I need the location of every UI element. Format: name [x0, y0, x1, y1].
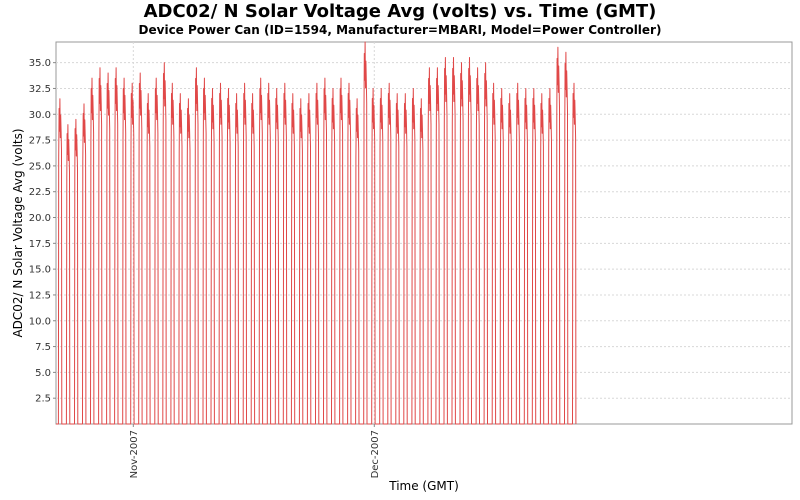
- y-tick-label: 12.5: [29, 290, 51, 301]
- y-tick-label: 35.0: [29, 58, 51, 69]
- y-tick-label: 10.0: [29, 316, 51, 327]
- y-tick-label: 7.5: [35, 342, 51, 353]
- series-line: [56, 41, 577, 425]
- y-tick-label: 27.5: [29, 136, 51, 147]
- y-tick-label: 22.5: [29, 187, 51, 198]
- chart-subtitle: Device Power Can (ID=1594, Manufacturer=…: [138, 23, 662, 37]
- y-tick-label: 15.0: [29, 265, 51, 276]
- series-layer: [56, 41, 577, 425]
- grid-lines: [56, 42, 792, 424]
- y-tick-label: 5.0: [35, 368, 51, 379]
- y-tick-label: 25.0: [29, 161, 51, 172]
- y-tick-label: 2.5: [35, 394, 51, 405]
- x-tick-label: Nov-2007: [129, 430, 140, 478]
- x-axis-ticks: Nov-2007 Dec-2007: [129, 424, 381, 478]
- y-tick-label: 17.5: [29, 239, 51, 250]
- x-axis-label: Time (GMT): [388, 479, 459, 493]
- y-axis-label: ADC02/ N Solar Voltage Avg (volts): [11, 128, 25, 337]
- chart-title: ADC02/ N Solar Voltage Avg (volts) vs. T…: [143, 1, 657, 22]
- y-tick-label: 32.5: [29, 84, 51, 95]
- x-tick-label: Dec-2007: [370, 430, 381, 478]
- y-axis-ticks: 2.5 5.0 7.5 10.0 12.5 15.0 17.5 20.0 22.5 25.0 27.…: [29, 58, 56, 405]
- y-tick-label: 30.0: [29, 110, 51, 121]
- y-tick-label: 20.0: [29, 213, 51, 224]
